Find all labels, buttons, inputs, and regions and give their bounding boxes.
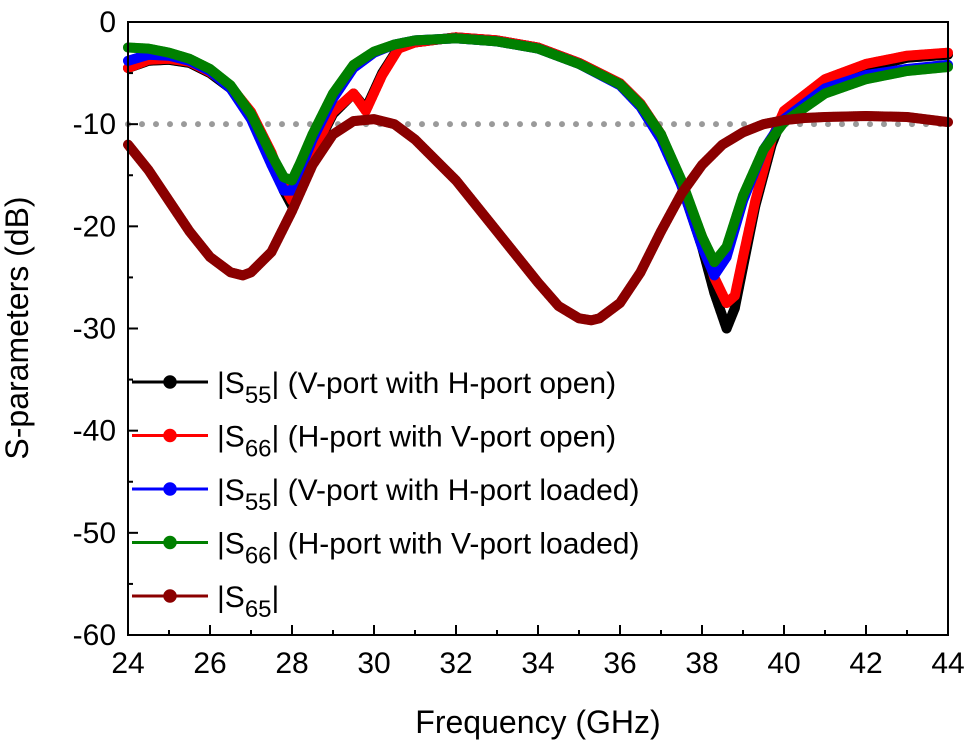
legend-swatch-marker [163,375,177,389]
y-tick-label: -10 [73,108,116,141]
x-tick-label: 40 [767,647,800,680]
series-3 [123,33,953,281]
series-4 [123,33,953,268]
series-marker [295,158,306,168]
legend-subscript: 66 [245,436,272,463]
legend-subscript: 65 [245,596,272,623]
series-marker [721,323,732,334]
x-tick-label: 38 [685,647,718,680]
legend-prefix: |S [217,474,245,507]
y-tick-label: -30 [73,313,116,346]
y-tick-label: -60 [73,619,116,652]
series-marker [744,223,755,234]
series-marker [684,197,695,208]
series-marker [740,242,750,253]
series-marker [754,180,765,191]
series-marker [688,209,699,220]
legend-label: |S65| [217,581,279,623]
legend-entry: |S66| (H-port with V-port loaded) [132,528,639,570]
legend-prefix: |S [217,528,245,561]
series-line [123,33,953,268]
legend-prefix: |S [217,367,245,400]
legend-suffix: | (V-port with H-port open) [272,367,617,400]
legend-swatch-marker [163,535,177,550]
series-layer [123,32,953,334]
x-tick-label: 44 [931,647,964,680]
legend-label: |S55| (V-port with H-port open) [217,367,616,409]
series-marker [723,318,734,329]
y-tick-label: 0 [99,6,116,39]
legend-swatch-marker [163,482,177,496]
legend-suffix: | (H-port with V-port open) [272,421,617,454]
series-marker [729,303,740,314]
series-marker [692,220,703,231]
y-axis-title: S-parameters (dB) [0,196,35,459]
series-2 [123,32,953,308]
series-marker [690,214,701,225]
x-tick-label: 36 [603,647,636,680]
legend: |S55| (V-port with H-port open)|S66| (H-… [132,367,639,623]
series-marker [299,148,310,159]
legend-entry: |S55| (V-port with H-port loaded) [132,474,639,516]
series-marker [735,261,746,272]
legend-suffix: | [272,581,280,614]
series-marker [727,308,738,319]
legend-entry: |S66| (H-port with V-port open) [132,421,616,463]
legend-prefix: |S [217,421,245,454]
series-marker [750,195,761,206]
series-marker [729,290,740,301]
series-marker [717,311,728,322]
legend-subscript: 55 [245,382,272,409]
legend-swatch-marker [163,428,177,443]
y-tick-label: -50 [73,517,116,550]
series-marker [731,281,742,292]
x-tick-label: 24 [111,647,144,680]
legend-prefix: |S [217,581,245,614]
series-marker [725,313,736,324]
x-tick-label: 26 [193,647,226,680]
legend-suffix: | (H-port with V-port loaded) [272,528,640,561]
x-tick-label: 42 [849,647,882,680]
x-tick-label: 32 [439,647,472,680]
x-tick-label: 30 [357,647,390,680]
x-tick-label: 28 [275,647,308,680]
legend-label: |S66| (H-port with V-port open) [217,421,616,463]
series-marker [686,203,697,214]
legend-label: |S55| (V-port with H-port loaded) [217,474,639,516]
series-marker [715,305,726,316]
legend-entry: |S55| (V-port with H-port open) [132,367,616,409]
y-tick-label: -20 [73,210,116,243]
series-5 [123,111,953,326]
y-tick-label: -40 [73,415,116,448]
series-marker [733,271,744,282]
x-tick-label: 34 [521,647,554,680]
legend-label: |S66| (H-port with V-port loaded) [217,528,639,570]
x-axis-title: Frequency (GHz) [415,704,660,740]
series-marker [694,225,705,236]
legend-subscript: 55 [245,489,272,516]
axis-ticks: 24 26 28 30 32 34 36 38 40 42 44 0 -10 -20 -30 -40 -50 -6… [73,6,965,680]
legend-entry: |S65| [132,581,279,623]
series-marker [742,233,753,244]
series-marker [746,214,757,225]
series-marker [748,205,759,216]
legend-suffix: | (V-port with H-port loaded) [272,474,640,507]
series-marker [738,252,748,262]
legend-swatch-marker [163,589,177,603]
legend-subscript: 66 [245,543,272,570]
series-marker [752,188,763,199]
